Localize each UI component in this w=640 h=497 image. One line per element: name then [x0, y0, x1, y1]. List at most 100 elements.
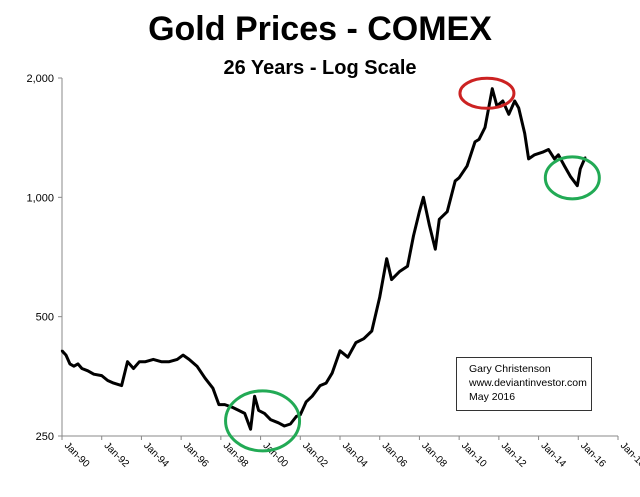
data-point — [231, 406, 234, 409]
data-point — [257, 409, 260, 412]
x-tick-label: Jan-06 — [380, 440, 410, 470]
data-point — [263, 412, 266, 415]
data-point — [434, 247, 437, 251]
data-point — [527, 157, 530, 161]
data-point — [507, 113, 510, 116]
x-tick-label: Jan-02 — [300, 440, 330, 470]
y-tick-label: 1,000 — [26, 192, 54, 204]
data-point — [277, 421, 280, 424]
data-point — [483, 126, 487, 129]
x-tick-label: Jan-90 — [62, 440, 92, 470]
x-tick-label: Jan-96 — [181, 440, 211, 470]
green-highlight-circle — [543, 155, 601, 201]
data-point — [406, 265, 409, 268]
data-point — [385, 257, 388, 260]
credit-box: Gary Christenson www.deviantinvestor.com… — [456, 357, 592, 411]
series-layer — [60, 87, 587, 431]
data-point — [132, 367, 135, 370]
data-point — [378, 295, 381, 299]
data-point — [330, 372, 334, 375]
data-point — [428, 224, 431, 227]
data-point — [576, 184, 579, 187]
x-tick-label: Jan-10 — [459, 440, 489, 470]
credit-author: Gary Christenson — [469, 363, 551, 375]
data-point — [541, 150, 544, 154]
data-point — [418, 210, 421, 213]
x-tick-label: Jan-92 — [102, 440, 132, 470]
data-point — [68, 362, 72, 366]
data-point — [211, 387, 215, 390]
chart-subtitle: 26 Years - Log Scale — [223, 57, 417, 79]
data-point — [362, 337, 366, 340]
data-point — [557, 153, 560, 157]
chart-title: Gold Prices - COMEX — [148, 10, 492, 48]
x-tick-label: Jan-12 — [499, 440, 529, 470]
data-point — [517, 106, 520, 110]
data-point — [120, 384, 123, 387]
data-point — [76, 362, 80, 366]
data-point — [579, 167, 582, 171]
data-point — [390, 278, 393, 281]
data-point — [86, 369, 90, 373]
data-point — [398, 270, 401, 273]
data-point — [477, 138, 481, 141]
data-point — [243, 412, 246, 415]
data-point — [168, 360, 171, 363]
data-point — [311, 395, 314, 398]
data-point — [338, 349, 342, 353]
data-point — [60, 349, 64, 353]
credit-date: May 2016 — [469, 391, 516, 403]
data-point — [422, 196, 425, 199]
data-point — [112, 381, 115, 385]
data-point — [126, 360, 129, 363]
data-point — [181, 353, 185, 357]
data-point — [412, 234, 415, 237]
data-point — [92, 372, 95, 376]
y-tick-label: 2,000 — [26, 73, 54, 85]
data-point — [473, 140, 477, 144]
data-point — [295, 415, 298, 418]
data-point — [513, 99, 516, 103]
data-point — [195, 364, 199, 368]
data-point — [318, 384, 322, 387]
x-tick-label: Jan-14 — [538, 440, 568, 470]
y-tick-label: 500 — [36, 312, 54, 324]
data-point — [569, 175, 572, 178]
data-point — [547, 148, 550, 151]
x-tick-label: Jan-18 — [618, 440, 640, 470]
data-point — [457, 176, 461, 180]
data-point — [283, 424, 286, 428]
data-point — [72, 364, 76, 368]
data-point — [533, 153, 536, 157]
data-point — [438, 218, 441, 221]
data-point — [144, 360, 147, 363]
x-tick-label: Jan-16 — [578, 440, 608, 470]
data-point — [289, 422, 292, 426]
annotation-layer — [224, 76, 601, 453]
data-point — [217, 403, 221, 406]
data-point — [249, 428, 252, 431]
data-point — [269, 418, 272, 421]
data-point — [563, 164, 566, 168]
data-point — [80, 367, 84, 370]
data-point — [346, 356, 350, 359]
data-point — [152, 358, 155, 361]
data-point — [453, 179, 457, 183]
data-point — [138, 360, 141, 363]
data-point — [175, 358, 179, 361]
data-point — [370, 329, 373, 333]
x-tick-label: Jan-08 — [419, 440, 449, 470]
data-point — [324, 381, 328, 385]
data-point — [465, 164, 469, 168]
data-point — [106, 379, 109, 382]
red-highlight-circle — [458, 76, 516, 110]
data-point — [446, 210, 449, 213]
data-point — [237, 409, 240, 412]
data-point — [553, 157, 556, 161]
data-point — [491, 87, 494, 90]
data-point — [100, 374, 103, 377]
x-tick-label: Jan-98 — [221, 440, 251, 470]
data-point — [203, 376, 207, 380]
data-point — [253, 395, 256, 398]
